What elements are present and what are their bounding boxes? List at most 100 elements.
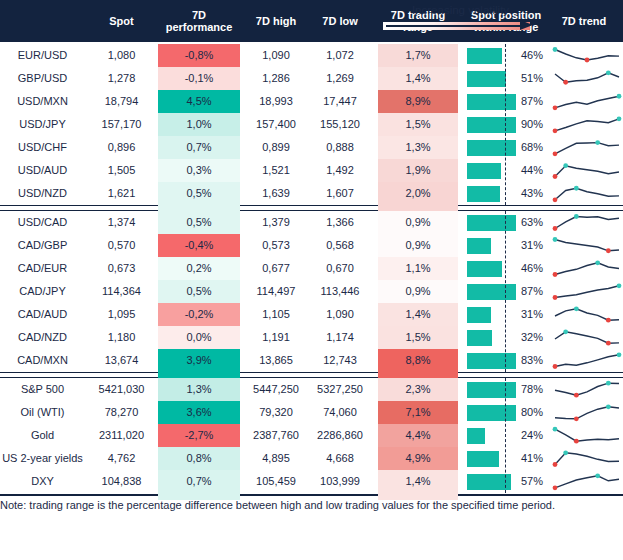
position-bar bbox=[467, 405, 516, 421]
position-bar bbox=[467, 451, 499, 467]
table-row: USD/NZD1,6210,5%1,6391,6072,0%43% bbox=[0, 182, 623, 205]
position-label: 83% bbox=[521, 349, 543, 372]
high-value: 1,639 bbox=[240, 182, 312, 212]
sparkline-low-dot bbox=[552, 226, 557, 231]
sparkline-high-dot bbox=[563, 329, 568, 334]
sparkline-high-dot bbox=[616, 352, 621, 357]
sparkline-high-dot bbox=[595, 473, 600, 478]
sparkline-low-dot bbox=[552, 364, 557, 369]
sparkline-high-dot bbox=[552, 427, 557, 432]
table-row: USD/AUD1,5050,3%1,5211,4921,9%44% bbox=[0, 159, 623, 182]
position-label: 46% bbox=[521, 257, 543, 280]
high-value: 13,865 bbox=[240, 349, 312, 379]
table-row: USD/CHF0,8960,7%0,8990,8881,3%68% bbox=[0, 136, 623, 159]
position-bar bbox=[467, 330, 492, 346]
col-header-7d-high: 7D high bbox=[240, 15, 312, 28]
table-row: CAD/EUR0,6730,2%0,6770,6701,1%46% bbox=[0, 257, 623, 280]
col-header-7d-trend: 7D trend bbox=[545, 15, 623, 28]
position-bar bbox=[467, 94, 516, 110]
trend-sparkline bbox=[552, 349, 622, 371]
table-row: S&P 5005421,0301,3%5447,2505327,2502,3%7… bbox=[0, 378, 623, 401]
sparkline-low-dot bbox=[605, 341, 610, 346]
sparkline-high-dot bbox=[605, 404, 610, 409]
position-label: 24% bbox=[521, 424, 543, 447]
sparkline-low-dot bbox=[552, 197, 557, 202]
table-row: DXY104,8380,7%105,459103,9991,4%57% bbox=[0, 470, 623, 493]
table-block: USD/CAD1,3740,5%1,3791,3660,9%63%CAD/GBP… bbox=[0, 211, 623, 372]
trend-sparkline bbox=[552, 424, 622, 446]
position-bar bbox=[467, 71, 506, 87]
sparkline-high-dot bbox=[573, 186, 578, 191]
sparkline-high-dot bbox=[573, 214, 578, 219]
sparkline-high-dot bbox=[552, 237, 557, 242]
trend-sparkline bbox=[552, 280, 622, 302]
trend-sparkline bbox=[552, 326, 622, 348]
sparkline-low-dot bbox=[552, 485, 557, 490]
position-bar bbox=[467, 284, 516, 300]
position-bar bbox=[467, 163, 501, 179]
instrument-label: DXY bbox=[0, 470, 85, 500]
sparkline-high-dot bbox=[573, 306, 578, 311]
position-label: 43% bbox=[521, 182, 543, 205]
table-block: EUR/USD1,080-0,8%1,0901,0721,7%46%GBP/US… bbox=[0, 44, 623, 205]
gap bbox=[368, 470, 378, 500]
sparkline-high-dot bbox=[552, 47, 557, 52]
gap bbox=[368, 182, 378, 212]
sparkline-cell bbox=[545, 349, 623, 379]
trading-range-cell: 1,4% bbox=[378, 470, 458, 500]
sparkline-low-dot bbox=[563, 80, 568, 85]
position-label: 78% bbox=[521, 378, 543, 401]
trading-range-cell: 2,0% bbox=[378, 182, 458, 212]
trend-sparkline bbox=[552, 234, 622, 256]
sparkline-low-dot bbox=[605, 318, 610, 323]
sparkline-low-dot bbox=[573, 439, 578, 444]
volatility-legend: Increasing volatility bbox=[383, 4, 538, 34]
position-label: 87% bbox=[521, 280, 543, 303]
position-bar-cell: 83% bbox=[467, 349, 545, 379]
sparkline-low-dot bbox=[552, 151, 557, 156]
col-header-7d-performance: 7D performance bbox=[158, 9, 240, 34]
position-label: 31% bbox=[521, 303, 543, 326]
position-bar bbox=[467, 382, 516, 398]
table-row: CAD/GBP0,570-0,4%0,5730,5680,9%31% bbox=[0, 234, 623, 257]
trading-range-cell: 8,8% bbox=[378, 349, 458, 379]
sparkline-high-dot bbox=[605, 381, 610, 386]
trend-sparkline bbox=[552, 182, 622, 204]
position-label: 80% bbox=[521, 401, 543, 424]
sparkline-high-dot bbox=[605, 70, 610, 75]
sparkline-high-dot bbox=[616, 283, 621, 288]
trend-sparkline bbox=[552, 401, 622, 423]
position-label: 31% bbox=[521, 234, 543, 257]
trend-sparkline bbox=[552, 90, 622, 112]
gap bbox=[458, 349, 467, 379]
position-bar bbox=[467, 353, 516, 369]
position-label: 87% bbox=[521, 90, 543, 113]
gap bbox=[458, 182, 467, 212]
sparkline-low-dot bbox=[552, 272, 557, 277]
gap bbox=[458, 470, 467, 500]
sparkline-high-dot bbox=[563, 450, 568, 455]
table-row: USD/MXN18,7944,5%18,99317,4478,9%87% bbox=[0, 90, 623, 113]
sparkline-low-dot bbox=[605, 248, 610, 253]
position-label: 68% bbox=[521, 136, 543, 159]
sparkline-low-dot bbox=[573, 393, 578, 398]
position-bar bbox=[467, 215, 516, 231]
trend-sparkline bbox=[552, 44, 622, 66]
sparkline-high-dot bbox=[595, 260, 600, 265]
sparkline-high-dot bbox=[595, 140, 600, 145]
position-label: 46% bbox=[521, 44, 543, 67]
table-row: Oil (WTI)78,2703,6%79,32074,0607,1%80% bbox=[0, 401, 623, 424]
low-value: 12,743 bbox=[312, 349, 368, 379]
sparkline-high-dot bbox=[563, 163, 568, 168]
fx-market-dashboard: Increasing volatility Spot 7D performanc… bbox=[0, 0, 623, 560]
trend-sparkline bbox=[552, 378, 622, 400]
spot-value: 13,674 bbox=[85, 349, 158, 379]
performance-cell: 0,5% bbox=[158, 182, 240, 212]
position-bar bbox=[467, 140, 516, 156]
instrument-label: CAD/MXN bbox=[0, 349, 85, 379]
fifty-percent-dashed-line bbox=[505, 44, 506, 205]
volatility-legend-label: Increasing volatility bbox=[383, 4, 538, 16]
position-bar bbox=[467, 238, 491, 254]
trend-sparkline bbox=[552, 447, 622, 469]
table-row: EUR/USD1,080-0,8%1,0901,0721,7%46% bbox=[0, 44, 623, 67]
